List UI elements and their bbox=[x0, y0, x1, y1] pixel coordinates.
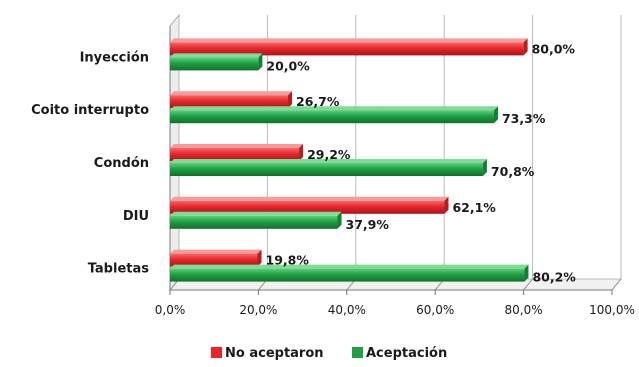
x-tick-label: 0,0% bbox=[155, 303, 186, 317]
bar-end-face bbox=[257, 249, 262, 267]
data-label: 62,1% bbox=[452, 200, 496, 215]
x-tick-label: 80,0% bbox=[505, 303, 543, 317]
x-tick-label: 100,0% bbox=[589, 303, 635, 317]
bar-end-face bbox=[444, 196, 449, 214]
data-label: 29,2% bbox=[307, 147, 351, 162]
bar-top-face bbox=[170, 53, 263, 58]
category-label: Condón bbox=[94, 156, 149, 171]
bar-aceptacion-condon bbox=[170, 159, 487, 176]
bar-no-aceptaron-condon bbox=[170, 144, 304, 161]
bar-top-face bbox=[170, 264, 529, 269]
data-label: 26,7% bbox=[296, 94, 340, 109]
bar-top-face bbox=[170, 196, 449, 201]
legend-item-aceptacion: Aceptación bbox=[352, 346, 447, 361]
bar-top-face bbox=[170, 159, 487, 163]
category-label: Coito interrupto bbox=[31, 103, 149, 118]
bar-end-face bbox=[524, 264, 529, 282]
bar-front-face bbox=[170, 110, 494, 124]
legend-swatch bbox=[352, 347, 363, 358]
bar-aceptacion-coito-interrupto bbox=[170, 106, 498, 124]
legend-label: No aceptaron bbox=[225, 346, 324, 361]
bar-front-face bbox=[170, 148, 300, 161]
bar-end-face bbox=[299, 144, 304, 161]
labels-group: 0,0% 20,0% 40,0% 60,0% 80,0% 100,0% Inyección 8… bbox=[31, 41, 635, 317]
bar-end-face bbox=[258, 53, 263, 71]
bar-front-face bbox=[170, 42, 524, 56]
bar-front-face bbox=[170, 95, 289, 109]
x-tick-label: 20,0% bbox=[239, 303, 277, 317]
bar-top-face bbox=[170, 106, 498, 111]
bar-front-face bbox=[170, 163, 483, 176]
bar-no-aceptaron-tabletas bbox=[170, 249, 262, 267]
data-label: 19,8% bbox=[266, 253, 310, 268]
legend-swatch bbox=[211, 347, 222, 358]
legend-item-no-aceptaron: No aceptaron bbox=[211, 346, 324, 361]
bar-top-face bbox=[170, 144, 304, 148]
bar-end-face bbox=[288, 91, 293, 109]
bar-aceptacion-inyeccion bbox=[170, 53, 263, 71]
category-label: Inyección bbox=[80, 50, 149, 65]
bar-front-face bbox=[170, 200, 445, 214]
legend-label: Aceptación bbox=[366, 346, 447, 361]
category-label: DIU bbox=[123, 209, 149, 224]
bar-top-face bbox=[170, 38, 528, 43]
bar-front-face bbox=[170, 268, 525, 282]
grid-floor-line bbox=[611, 278, 622, 291]
bar-aceptacion-diu bbox=[170, 211, 342, 229]
bar-end-face bbox=[493, 106, 498, 124]
bar-no-aceptaron-diu bbox=[170, 196, 449, 214]
data-label: 80,0% bbox=[532, 41, 576, 56]
bar-front-face bbox=[170, 253, 258, 267]
bar-front-face bbox=[170, 57, 259, 71]
bars-group bbox=[170, 38, 529, 282]
grid-floor-line bbox=[523, 278, 533, 291]
data-label: 37,9% bbox=[346, 217, 390, 232]
bar-aceptacion-tabletas bbox=[170, 264, 529, 282]
bar-end-face bbox=[337, 211, 342, 229]
bar-top-face bbox=[170, 249, 262, 254]
data-label: 70,8% bbox=[491, 164, 535, 179]
bar-end-face bbox=[482, 159, 487, 176]
category-label: Tabletas bbox=[88, 262, 150, 277]
legend: No aceptaron Aceptación bbox=[211, 346, 447, 361]
bar-top-face bbox=[170, 211, 342, 216]
bar-no-aceptaron-inyeccion bbox=[170, 38, 528, 56]
bar-front-face bbox=[170, 215, 338, 229]
bar-top-face bbox=[170, 91, 293, 96]
bar-end-face bbox=[523, 38, 528, 56]
data-label: 80,2% bbox=[532, 270, 576, 285]
bar-no-aceptaron-coito-interrupto bbox=[170, 91, 293, 109]
x-tick-label: 40,0% bbox=[328, 303, 366, 317]
data-label: 73,3% bbox=[502, 111, 546, 126]
data-label: 20,0% bbox=[266, 58, 310, 73]
x-tick-label: 60,0% bbox=[416, 303, 454, 317]
